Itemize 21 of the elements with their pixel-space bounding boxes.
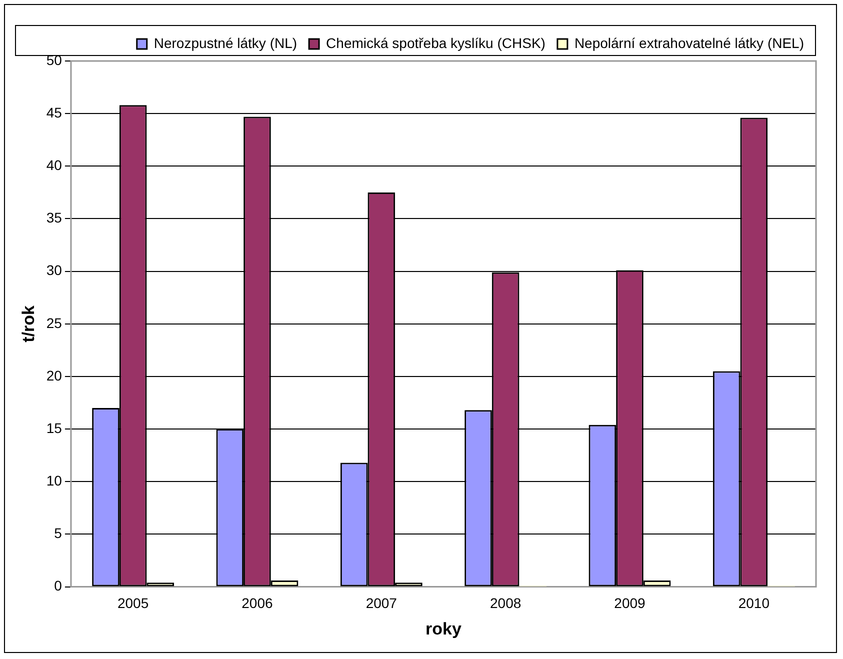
y-tick-label: 45 [46, 104, 62, 120]
x-axis-title: roky [426, 619, 462, 638]
y-tick-label: 15 [46, 420, 62, 436]
y-tick-label: 0 [54, 578, 62, 594]
y-tick-label: 30 [46, 262, 62, 278]
y-tick-label: 40 [46, 157, 62, 174]
x-tick-label: 2006 [242, 595, 274, 612]
legend-label: Nepolární extrahovatelné látky (NEL) [574, 34, 804, 51]
y-tick-label: 35 [46, 210, 62, 226]
legend-label: Nerozpustné látky (NL) [154, 34, 298, 51]
legend-label: Chemická spotřeba kyslíku (CHSK) [326, 34, 546, 51]
x-tick-label: 2009 [614, 595, 646, 612]
x-tick-label: 2010 [738, 595, 770, 612]
y-tick-label: 20 [46, 367, 62, 384]
y-tick-label: 10 [46, 472, 62, 488]
y-axis-title: t/rok [18, 304, 38, 342]
x-tick-label: 2007 [366, 595, 398, 612]
x-tick-label: 2008 [490, 595, 522, 612]
y-tick-label: 25 [46, 314, 62, 331]
y-tick-label: 5 [54, 525, 62, 542]
x-tick-label: 2005 [117, 595, 149, 612]
